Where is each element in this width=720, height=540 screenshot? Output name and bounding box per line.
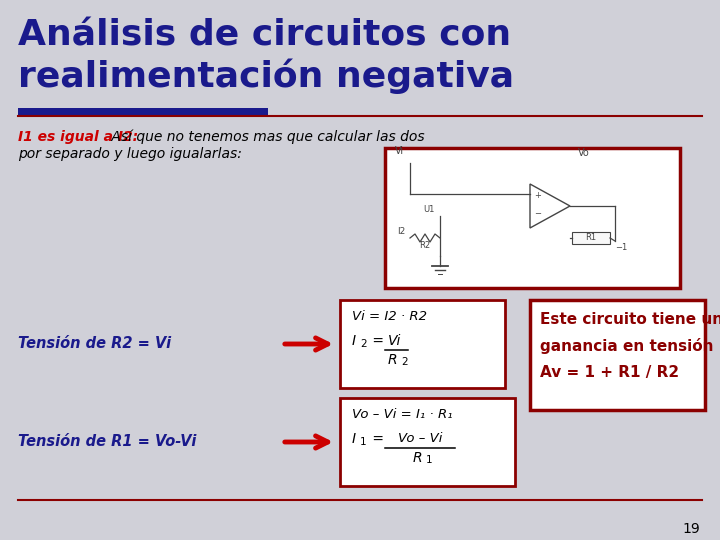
- Text: 19: 19: [683, 522, 700, 536]
- Text: Análisis de circuitos con: Análisis de circuitos con: [18, 18, 511, 52]
- Text: U1: U1: [423, 205, 434, 214]
- Text: =: =: [368, 432, 384, 446]
- Text: Av = 1 + R1 / R2: Av = 1 + R1 / R2: [540, 365, 679, 380]
- FancyBboxPatch shape: [530, 300, 705, 410]
- Text: Vo: Vo: [578, 148, 590, 158]
- Text: I1 es igual a I2:: I1 es igual a I2:: [18, 130, 138, 144]
- Text: −: −: [534, 210, 541, 219]
- Text: Vi: Vi: [388, 334, 402, 348]
- Text: realimentación negativa: realimentación negativa: [18, 58, 514, 93]
- Text: R: R: [387, 353, 397, 367]
- Text: 1: 1: [426, 455, 433, 465]
- Text: −1: −1: [615, 243, 627, 252]
- FancyBboxPatch shape: [340, 300, 505, 388]
- Text: R1: R1: [585, 233, 597, 242]
- Text: Así que no tenemos mas que calcular las dos: Así que no tenemos mas que calcular las …: [107, 130, 425, 145]
- Text: 2: 2: [401, 357, 408, 367]
- Text: R2: R2: [419, 241, 430, 250]
- Text: I2: I2: [397, 227, 405, 236]
- Text: =: =: [368, 334, 384, 348]
- Text: ganancia en tensión: ganancia en tensión: [540, 338, 714, 354]
- Text: Tensión de R1 = Vo-Vi: Tensión de R1 = Vo-Vi: [18, 434, 197, 449]
- Text: I: I: [352, 334, 356, 348]
- Text: Tensión de R2 = Vi: Tensión de R2 = Vi: [18, 336, 171, 351]
- Text: 1: 1: [360, 437, 366, 447]
- Text: I: I: [352, 432, 356, 446]
- Text: R: R: [412, 451, 422, 465]
- Text: por separado y luego igualarlas:: por separado y luego igualarlas:: [18, 147, 242, 161]
- Text: Vi: Vi: [395, 146, 404, 156]
- Text: Vo – Vi: Vo – Vi: [398, 432, 442, 445]
- FancyBboxPatch shape: [385, 148, 680, 288]
- Text: Vo – Vi = I₁ · R₁: Vo – Vi = I₁ · R₁: [352, 408, 453, 421]
- Text: 2: 2: [360, 339, 366, 349]
- FancyBboxPatch shape: [340, 398, 515, 486]
- Text: Este circuito tiene una: Este circuito tiene una: [540, 312, 720, 327]
- FancyBboxPatch shape: [572, 232, 610, 244]
- Text: Vi = I2 · R2: Vi = I2 · R2: [352, 310, 427, 323]
- Text: +: +: [534, 192, 541, 200]
- FancyBboxPatch shape: [18, 108, 268, 115]
